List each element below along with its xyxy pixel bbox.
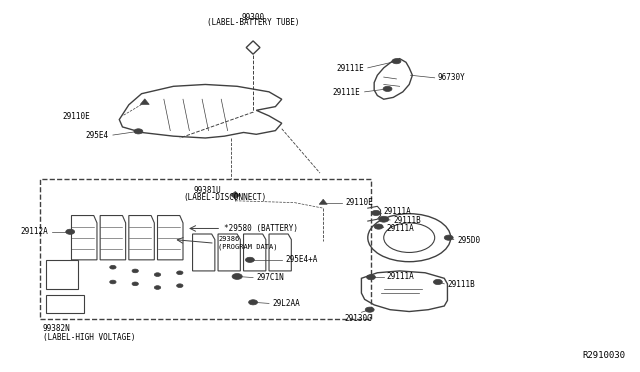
Polygon shape bbox=[140, 99, 149, 105]
Text: 99300: 99300 bbox=[241, 13, 265, 22]
Text: 29130G: 29130G bbox=[344, 314, 372, 324]
Circle shape bbox=[365, 307, 374, 312]
Text: *29580 (BATTERY): *29580 (BATTERY) bbox=[225, 224, 298, 233]
Circle shape bbox=[383, 86, 392, 92]
Text: 297C1N: 297C1N bbox=[256, 273, 284, 282]
Text: (LABEL-DISCONNECT): (LABEL-DISCONNECT) bbox=[183, 193, 266, 202]
Circle shape bbox=[246, 257, 254, 262]
Circle shape bbox=[248, 300, 257, 305]
Text: 29111A: 29111A bbox=[384, 207, 412, 217]
Text: (LABEL-HIGH VOLTAGE): (LABEL-HIGH VOLTAGE) bbox=[43, 333, 135, 342]
Text: 295D0: 295D0 bbox=[457, 236, 480, 245]
Text: 29110E: 29110E bbox=[63, 112, 91, 121]
Text: (LABEL-BATTERY TUBE): (LABEL-BATTERY TUBE) bbox=[207, 18, 300, 27]
Text: 29111A: 29111A bbox=[387, 272, 415, 281]
Text: 29112A: 29112A bbox=[20, 227, 48, 236]
Text: 295E4+A: 295E4+A bbox=[285, 255, 317, 264]
Circle shape bbox=[66, 229, 75, 234]
Circle shape bbox=[132, 282, 138, 286]
Circle shape bbox=[154, 286, 161, 289]
Text: 29386
(PROGRAM DATA): 29386 (PROGRAM DATA) bbox=[218, 237, 278, 250]
Text: 99382N: 99382N bbox=[43, 324, 70, 333]
Circle shape bbox=[372, 211, 381, 215]
Text: 99381U: 99381U bbox=[194, 186, 221, 195]
Circle shape bbox=[109, 280, 116, 284]
Circle shape bbox=[109, 265, 116, 269]
Circle shape bbox=[433, 279, 442, 285]
Text: 29L2AA: 29L2AA bbox=[272, 299, 300, 308]
Text: 29111E: 29111E bbox=[337, 64, 365, 73]
Text: 29111E: 29111E bbox=[332, 88, 360, 97]
Circle shape bbox=[177, 271, 183, 275]
Circle shape bbox=[154, 273, 161, 276]
Text: 29111B: 29111B bbox=[394, 216, 421, 225]
Circle shape bbox=[134, 129, 143, 134]
Circle shape bbox=[232, 273, 243, 279]
Circle shape bbox=[374, 224, 383, 229]
Text: 29110E: 29110E bbox=[346, 198, 373, 207]
Circle shape bbox=[392, 59, 401, 64]
Circle shape bbox=[177, 284, 183, 288]
Text: 295E4: 295E4 bbox=[85, 131, 108, 140]
Polygon shape bbox=[231, 192, 240, 199]
Text: 29111B: 29111B bbox=[447, 280, 475, 289]
Text: R2910030: R2910030 bbox=[583, 351, 626, 360]
Circle shape bbox=[367, 275, 376, 280]
Circle shape bbox=[379, 216, 389, 222]
Circle shape bbox=[444, 235, 453, 240]
Polygon shape bbox=[319, 199, 327, 204]
Text: 29111A: 29111A bbox=[387, 224, 415, 232]
Circle shape bbox=[132, 269, 138, 273]
Text: 96730Y: 96730Y bbox=[438, 73, 466, 82]
